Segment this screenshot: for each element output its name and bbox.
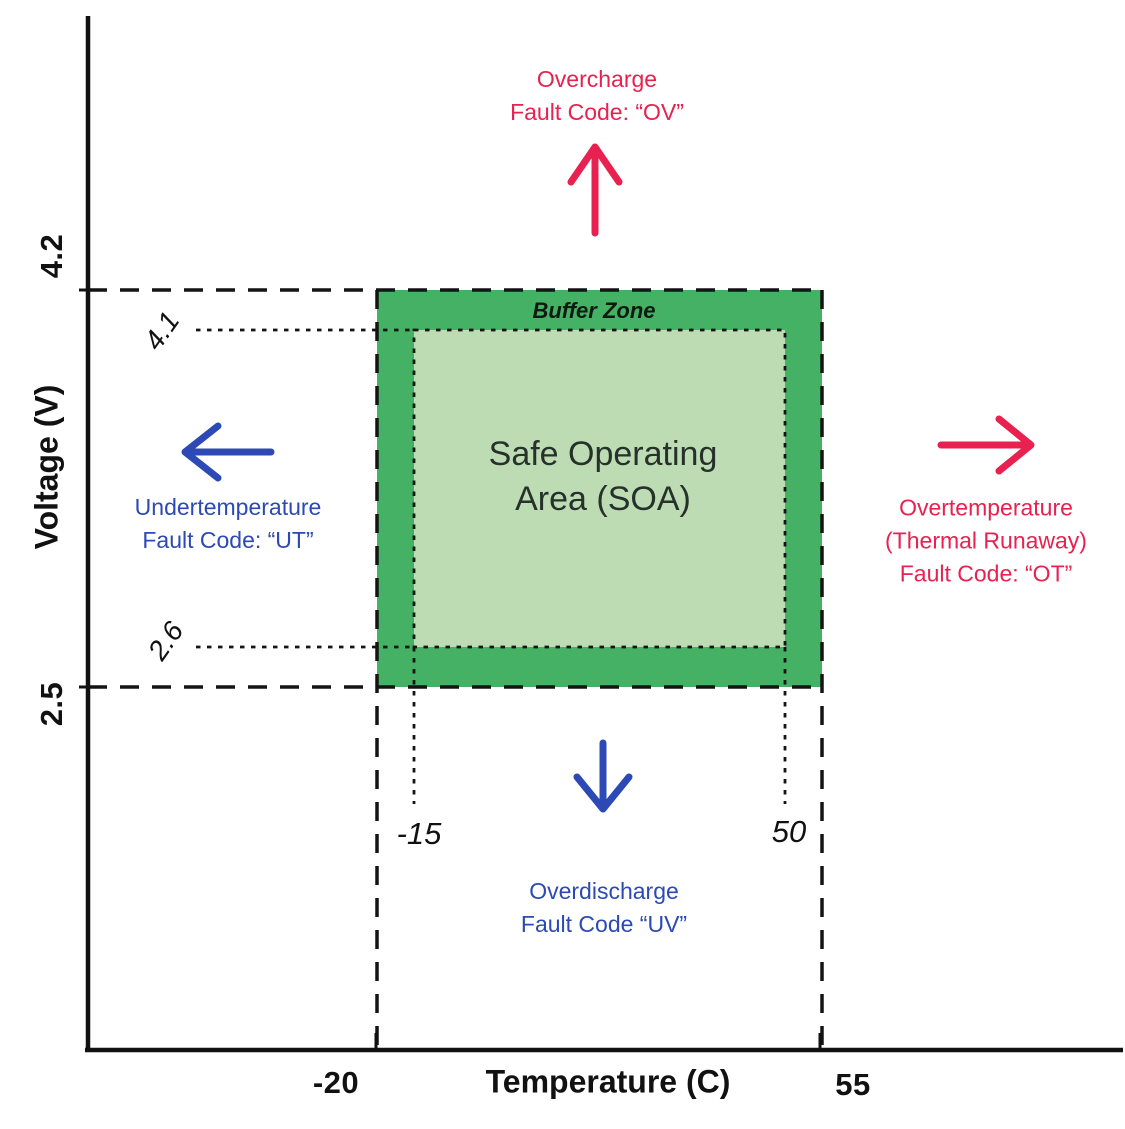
outer-limit-dashed-lines	[88, 288, 824, 1050]
y-axis-title: Voltage (V)	[28, 384, 65, 550]
overtemperature-right-arrow-icon	[937, 415, 1035, 475]
overtemperature-code: Fault Code: “OT”	[899, 560, 1073, 587]
overtemperature-sub: (Thermal Runaway)	[885, 527, 1087, 554]
y-axis-label-4-2: 4.2	[34, 233, 69, 279]
x-axis-title: Temperature (C)	[485, 1063, 731, 1100]
soa-label: Safe Operating Area (SOA)	[489, 432, 718, 522]
x-axis-label-minus20: -20	[312, 1065, 360, 1100]
buffer-zone-label: Buffer Zone	[532, 298, 656, 323]
axes	[79, 16, 1123, 1053]
overcharge-up-arrow-icon	[567, 143, 623, 237]
undertemperature-left-arrow-icon	[181, 422, 275, 482]
x-axis-label-minus15: -15	[396, 816, 442, 851]
y-axis-label-2-5: 2.5	[34, 681, 69, 727]
soa-label-line2: Area (SOA)	[515, 480, 691, 518]
x-axis-label-50: 50	[771, 814, 807, 849]
overtemperature-annotation: Overtemperature (Thermal Runaway) Fault …	[885, 492, 1087, 591]
overcharge-name: Overcharge	[536, 66, 658, 92]
undertemperature-name: Undertemperature	[134, 494, 322, 520]
overdischarge-code: Fault Code “UV”	[520, 911, 688, 937]
overcharge-code: Fault Code: “OV”	[510, 99, 684, 125]
soa-limit-dotted-lines	[196, 328, 787, 804]
x-axis-label-55: 55	[835, 1067, 871, 1102]
undertemperature-annotation: Undertemperature Fault Code: “UT”	[135, 491, 322, 557]
overdischarge-down-arrow-icon	[573, 739, 633, 813]
overdischarge-name: Overdischarge	[529, 878, 679, 904]
overdischarge-annotation: Overdischarge Fault Code “UV”	[521, 875, 687, 941]
overtemperature-name: Overtemperature	[899, 494, 1073, 521]
overcharge-annotation: Overcharge Fault Code: “OV”	[510, 63, 684, 129]
soa-label-line1: Safe Operating	[488, 435, 718, 473]
undertemperature-code: Fault Code: “UT”	[142, 527, 314, 553]
soa-area	[414, 330, 785, 647]
